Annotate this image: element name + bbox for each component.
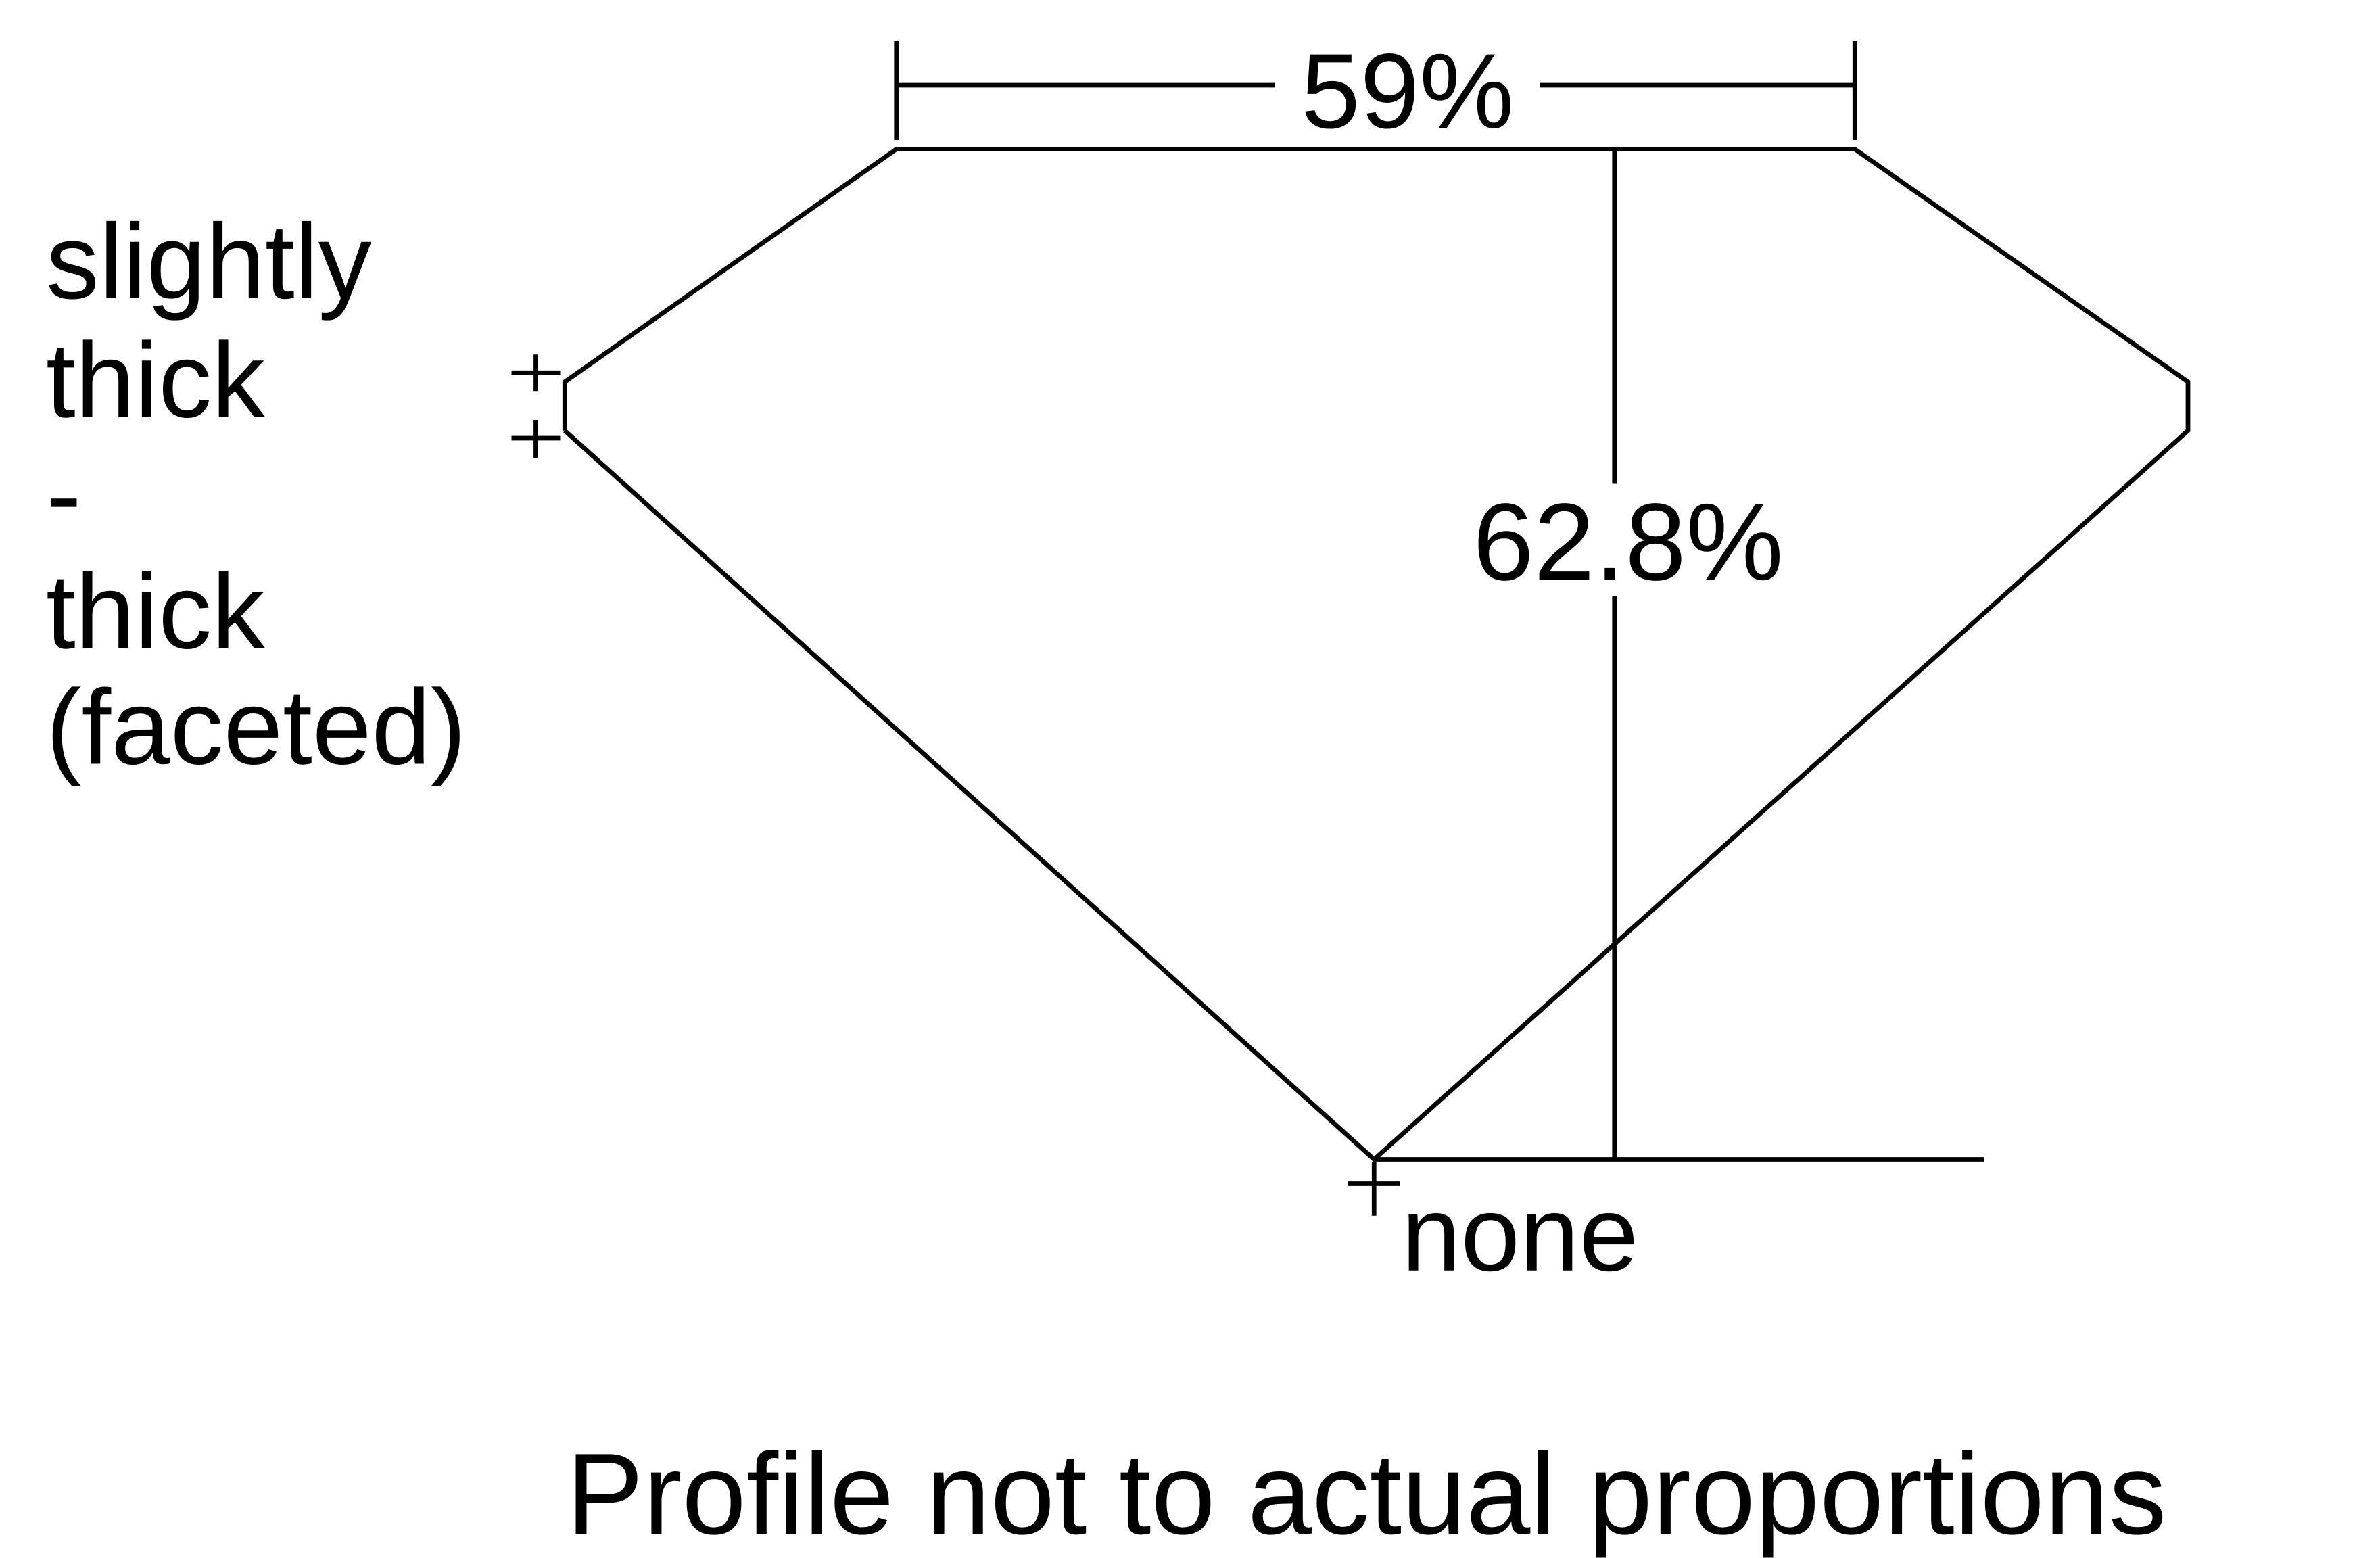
depth-percent-label: 62.8% xyxy=(1473,481,1783,603)
girdle-markers xyxy=(511,354,561,458)
culet-marker xyxy=(1348,1162,1400,1216)
culet-label: none xyxy=(1402,1175,1638,1294)
depth-dimension: 62.8% xyxy=(1374,149,1984,1162)
girdle-label-line: thick xyxy=(46,552,265,671)
girdle-label: slightly thick - thick (faceted) xyxy=(46,202,467,787)
footnote: Profile not to actual proportions xyxy=(567,1430,2167,1558)
girdle-label-line: thick xyxy=(46,321,265,440)
table-percent-label: 59% xyxy=(1301,32,1514,151)
table-dimension: 59% xyxy=(894,32,1857,151)
girdle-label-line: slightly xyxy=(46,202,372,321)
girdle-label-line: (faceted) xyxy=(46,668,467,787)
girdle-label-line: - xyxy=(46,435,81,554)
gem-outline xyxy=(562,147,2191,1163)
